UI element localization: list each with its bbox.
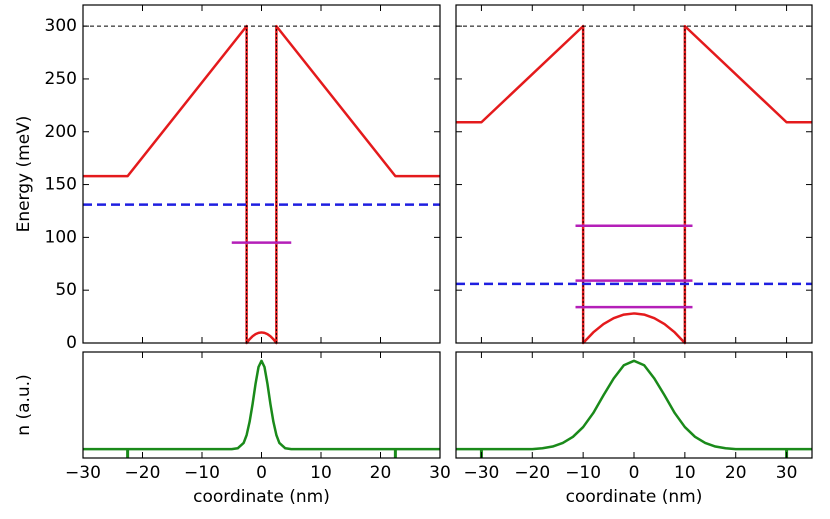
x-tick-label: −20	[514, 463, 550, 483]
x-tick-label: 20	[370, 463, 392, 483]
plot-frame	[455, 4, 813, 344]
plot-frame	[82, 4, 441, 344]
x-tick-label: 20	[725, 463, 747, 483]
x-tick-label: −30	[463, 463, 499, 483]
x-axis-label: coordinate (nm)	[193, 487, 330, 507]
y-tick-label: 50	[55, 280, 77, 300]
y-axis-label: Energy (meV)	[14, 116, 34, 233]
x-tick-label: 0	[256, 463, 267, 483]
x-tick-label: 30	[429, 463, 451, 483]
y-axis-label: n (a.u.)	[14, 374, 34, 435]
x-tick-label: −10	[184, 463, 220, 483]
x-tick-label: 0	[629, 463, 640, 483]
data-line	[83, 359, 440, 451]
x-axis-label: coordinate (nm)	[566, 487, 703, 507]
x-tick-label: −20	[125, 463, 161, 483]
y-tick-label: 300	[45, 16, 77, 36]
y-tick-label: 250	[45, 69, 77, 89]
y-tick-label: 0	[66, 333, 77, 353]
x-tick-label: 30	[776, 463, 798, 483]
plot-frame	[455, 351, 813, 459]
plot-frame	[82, 351, 441, 459]
data-line	[456, 24, 812, 345]
x-tick-label: −10	[565, 463, 601, 483]
data-line	[83, 24, 440, 345]
data-line	[456, 359, 812, 451]
x-tick-label: 10	[310, 463, 332, 483]
y-tick-label: 200	[45, 122, 77, 142]
y-tick-label: 100	[45, 227, 77, 247]
x-tick-label: −30	[65, 463, 101, 483]
y-tick-label: 150	[45, 175, 77, 195]
x-tick-label: 10	[674, 463, 696, 483]
